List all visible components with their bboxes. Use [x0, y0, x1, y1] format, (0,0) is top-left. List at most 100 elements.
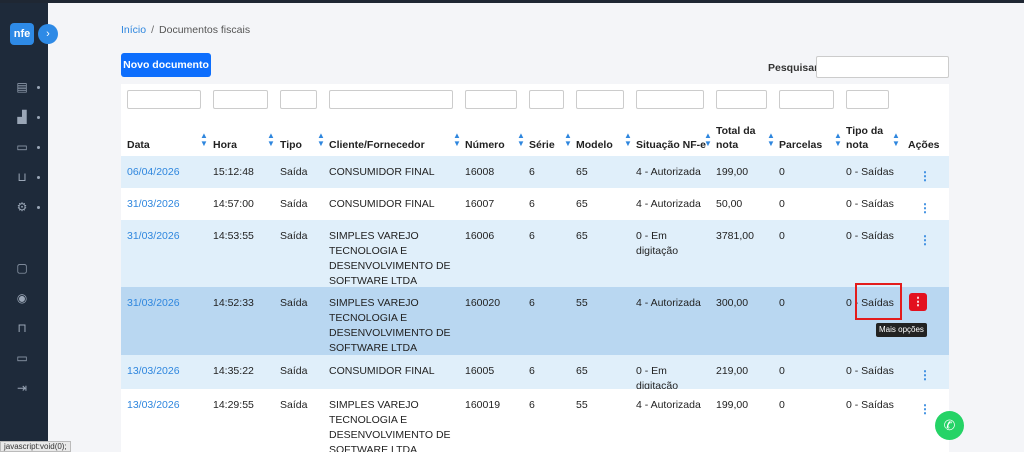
- folder-icon[interactable]: ▭: [16, 140, 28, 154]
- table-row[interactable]: 06/04/2026 15:12:48 Saída CONSUMIDOR FIN…: [121, 156, 949, 188]
- table-row[interactable]: 31/03/2026 14:52:33 Saída SIMPLES VAREJO…: [121, 287, 949, 355]
- filter-numero-input[interactable]: [465, 90, 517, 109]
- filter-parcelas-input[interactable]: [779, 90, 834, 109]
- sort-icon[interactable]: ▲ ▼: [892, 131, 900, 148]
- filter-total-input[interactable]: [716, 90, 767, 109]
- microphone-icon[interactable]: ◉: [16, 291, 28, 305]
- sort-icon[interactable]: ▲ ▼: [624, 131, 632, 148]
- cell-total: 50,00: [716, 198, 743, 210]
- menu-dot: [37, 206, 40, 209]
- column-header-total-line1: Total da: [716, 125, 756, 137]
- column-header-situacao[interactable]: Situação NF-e: [636, 139, 707, 151]
- breadcrumb-home-link[interactable]: Início: [121, 24, 147, 36]
- sort-icon[interactable]: ▲ ▼: [767, 131, 775, 148]
- filter-cliente-input[interactable]: [329, 90, 453, 109]
- cell-tipo: Saída: [280, 297, 308, 309]
- sort-icon[interactable]: ▲ ▼: [453, 131, 461, 148]
- filter-serie-input[interactable]: [529, 90, 564, 109]
- cell-parcelas: 0: [779, 230, 785, 242]
- cell-serie: 6: [529, 230, 535, 242]
- cell-data[interactable]: 31/03/2026: [127, 198, 180, 210]
- sort-icon[interactable]: ▲ ▼: [564, 131, 572, 148]
- documents-table: Data ▲ ▼ Hora ▲ ▼ Tipo ▲ ▼ Cliente/Forneced…: [121, 84, 949, 452]
- sort-icon[interactable]: ▲ ▼: [834, 131, 842, 148]
- cell-tipo-nota: 0 - Saídas: [846, 399, 894, 411]
- sort-icon[interactable]: ▲ ▼: [704, 131, 712, 148]
- cell-data[interactable]: 13/03/2026: [127, 399, 180, 411]
- cell-modelo: 65: [576, 198, 588, 210]
- filter-tipo-nota-input[interactable]: [846, 90, 889, 109]
- more-options-icon[interactable]: ⋮: [919, 169, 931, 183]
- tooltip: Mais opções: [876, 323, 927, 337]
- cell-cliente: SIMPLES VAREJO TECNOLOGIA E DESENVOLVIME…: [329, 230, 451, 287]
- more-options-button[interactable]: ⋮: [909, 293, 927, 311]
- column-header-total-line2: nota: [716, 139, 739, 151]
- column-header-cliente[interactable]: Cliente/Fornecedor: [329, 139, 425, 151]
- table-row[interactable]: 13/03/2026 14:29:55 Saída SIMPLES VAREJO…: [121, 389, 949, 452]
- filter-tipo-input[interactable]: [280, 90, 317, 109]
- cell-tipo-nota: 0 - Saídas: [846, 230, 894, 242]
- menu-dot: [37, 176, 40, 179]
- lock-icon[interactable]: ⊓: [17, 321, 27, 335]
- column-header-tipo-nota[interactable]: Tipo da nota: [846, 124, 883, 152]
- app-logo[interactable]: nfe: [10, 23, 34, 45]
- cell-parcelas: 0: [779, 365, 785, 377]
- laptop-icon[interactable]: ▭: [16, 351, 28, 365]
- sort-icon[interactable]: ▲ ▼: [517, 131, 525, 148]
- cell-hora: 14:29:55: [213, 399, 254, 411]
- logout-icon[interactable]: ⇥: [16, 381, 28, 395]
- cart-icon[interactable]: ⊔: [17, 170, 27, 184]
- column-header-numero[interactable]: Número: [465, 139, 505, 151]
- cell-tipo: Saída: [280, 399, 308, 411]
- column-header-tipo[interactable]: Tipo: [280, 139, 302, 151]
- gear-icon[interactable]: ⚙: [16, 200, 28, 214]
- cell-hora: 14:53:55: [213, 230, 254, 242]
- more-options-icon[interactable]: ⋮: [919, 233, 931, 247]
- sort-icon[interactable]: ▲ ▼: [317, 131, 325, 148]
- column-header-parcelas[interactable]: Parcelas: [779, 139, 823, 151]
- more-options-icon[interactable]: ⋮: [919, 402, 931, 416]
- column-header-data[interactable]: Data: [127, 139, 150, 151]
- filter-hora-input[interactable]: [213, 90, 268, 109]
- cell-data[interactable]: 06/04/2026: [127, 166, 180, 178]
- bar-chart-icon[interactable]: ▟: [17, 110, 27, 124]
- filter-data-input[interactable]: [127, 90, 201, 109]
- sort-icon[interactable]: ▲ ▼: [200, 131, 208, 148]
- cell-total: 199,00: [716, 399, 749, 411]
- sidebar: nfe ▤ ▟ ▭ ⊔ ⚙ ▢ ◉ ⊓ ▭ ⇥: [0, 3, 48, 452]
- cell-total: 300,00: [716, 297, 749, 309]
- cell-modelo: 55: [576, 399, 588, 411]
- breadcrumb: Início / Documentos fiscais: [121, 24, 250, 36]
- menu-dot: [37, 116, 40, 119]
- filter-situacao-input[interactable]: [636, 90, 704, 109]
- cell-data[interactable]: 31/03/2026: [127, 297, 180, 309]
- table-row[interactable]: 31/03/2026 14:53:55 Saída SIMPLES VAREJO…: [121, 220, 949, 287]
- cell-hora: 14:52:33: [213, 297, 254, 309]
- column-header-serie[interactable]: Série: [529, 139, 555, 151]
- cell-numero: 16006: [465, 230, 495, 242]
- cell-modelo: 55: [576, 297, 588, 309]
- more-options-icon[interactable]: ⋮: [919, 201, 931, 215]
- table-row[interactable]: 31/03/2026 14:57:00 Saída CONSUMIDOR FIN…: [121, 188, 949, 220]
- cell-data[interactable]: 31/03/2026: [127, 230, 180, 242]
- table-row[interactable]: 13/03/2026 14:35:22 Saída CONSUMIDOR FIN…: [121, 355, 949, 392]
- whatsapp-icon[interactable]: ✆: [935, 411, 964, 440]
- message-icon[interactable]: ▢: [16, 261, 28, 275]
- more-options-icon[interactable]: ⋮: [919, 368, 931, 382]
- search-input[interactable]: [816, 56, 949, 78]
- cell-numero: 160020: [465, 297, 501, 309]
- cell-situacao: 4 - Autorizada: [636, 399, 701, 411]
- column-header-modelo[interactable]: Modelo: [576, 139, 613, 151]
- cell-data[interactable]: 13/03/2026: [127, 365, 180, 377]
- cell-tipo: Saída: [280, 365, 308, 377]
- column-header-hora[interactable]: Hora: [213, 139, 237, 151]
- column-header-total[interactable]: Total da nota: [716, 124, 755, 152]
- cell-serie: 6: [529, 198, 535, 210]
- new-document-button[interactable]: Novo documento: [121, 53, 211, 77]
- sort-icon[interactable]: ▲ ▼: [267, 131, 275, 148]
- list-icon[interactable]: ▤: [16, 80, 28, 94]
- sidebar-toggle-button[interactable]: ›: [38, 24, 58, 44]
- filter-modelo-input[interactable]: [576, 90, 624, 109]
- cell-hora: 14:57:00: [213, 198, 254, 210]
- cell-numero: 160019: [465, 399, 501, 411]
